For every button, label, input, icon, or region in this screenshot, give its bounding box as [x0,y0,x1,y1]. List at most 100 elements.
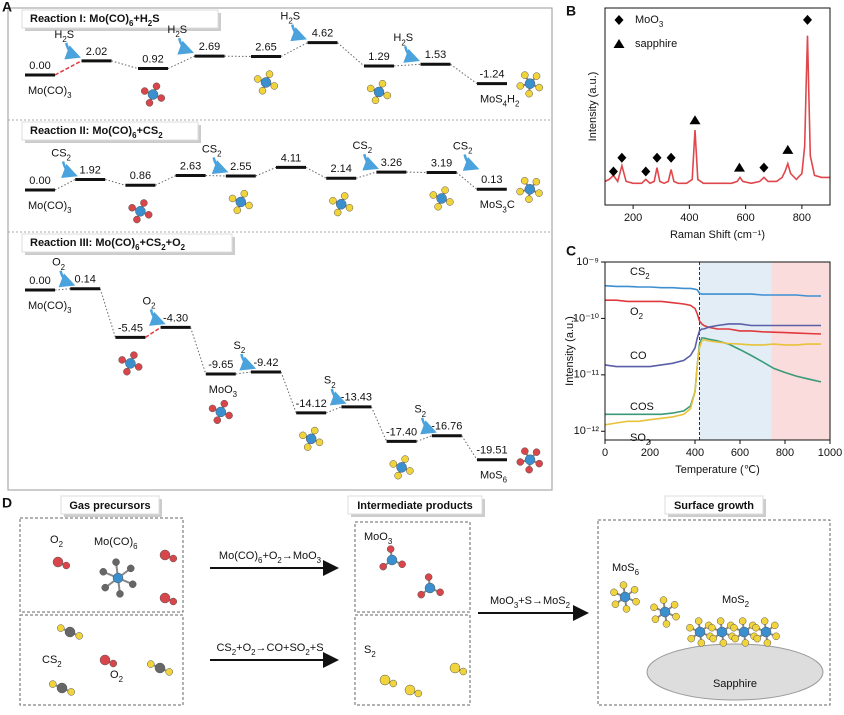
connector [326,406,342,414]
species-label: MoS3C [480,199,515,214]
atom [521,71,529,79]
atom [619,581,628,589]
atom [303,443,312,451]
reaction-title: Reaction III: Mo(CO)6+CS2+O2 [30,237,186,252]
panel-label: B [566,3,576,19]
atom [383,91,392,100]
atom [335,198,347,210]
atom [128,204,136,212]
connector [450,63,478,85]
species-label: MoO3 [364,531,393,546]
atom [389,679,398,688]
atom [389,460,398,468]
connector [280,42,308,57]
atom [329,196,337,205]
series-label: CS2 [630,266,650,281]
atom [133,215,141,224]
reagent-arrow [61,161,78,178]
atom [57,624,65,632]
molecule [140,82,166,107]
header: Gas precursors [69,500,150,512]
molecule [299,426,324,451]
reagent-label: S2 [414,404,426,419]
atom [99,568,108,576]
reaction-text: CS2+O2→CO+SO2+S [216,642,323,657]
species-label: CS2 [42,654,62,669]
reagent-label: CS2 [202,143,222,158]
reagent-arrow [290,24,307,42]
atom [532,72,541,80]
atom [228,194,237,203]
panel-label: A [2,0,12,15]
molecule [429,186,454,211]
box [354,614,471,706]
molecule [389,455,414,480]
molecule [99,558,137,598]
molecule [379,545,406,571]
species-label: MoS6 [612,562,640,577]
peak-marker [608,166,618,177]
energy-label: 0.14 [74,274,95,286]
molecule [516,71,543,98]
energy-label: 4.62 [312,28,333,40]
box [19,517,184,613]
energy-label: 0.13 [481,174,502,186]
atom [56,682,68,694]
reagent-label: S2 [324,375,336,390]
energy-label: -4.30 [163,312,188,324]
energy-label: -14.12 [296,398,327,410]
atom [446,198,454,206]
x-axis-label: Raman Shift (cm⁻¹) [670,229,765,241]
reagent-label: H2S [167,24,187,39]
atom [366,84,375,93]
species-label: MoO3 [209,384,238,399]
reaction-title: Reaction I: Mo(CO)6+H2S [30,13,160,28]
atom [401,455,409,463]
atom [270,82,279,90]
panel-d: Gas precursors Intermediate products Sur… [19,495,831,706]
energy-label: 0.00 [29,60,50,72]
atom [240,189,249,198]
y-axis-label: Intensity (a.u.) [564,316,576,386]
atom [697,639,706,647]
atom [516,187,524,196]
series-line [605,337,822,416]
series-line [604,284,821,297]
x-tick-label: 600 [731,447,749,459]
atom [716,617,725,625]
connector [456,172,478,190]
connector [99,288,116,338]
atom [75,632,83,640]
series-line [605,299,822,335]
molecule [228,189,253,215]
energy-label: 0.92 [142,53,163,65]
species-label: MoS4H2 [480,94,519,109]
reagent-label: S2 [234,340,246,355]
shaded-region [699,262,772,440]
atom [632,597,640,606]
atom [650,603,658,612]
species-label: Mo(CO)3 [28,85,72,100]
atom [299,431,307,440]
series-line [604,323,821,368]
molecule [128,199,153,224]
atom [524,184,536,195]
series-label: SO2 [630,432,650,447]
connector [280,371,297,414]
energy-label: 1.29 [368,51,389,63]
energy-label: 0.86 [130,170,151,182]
atom [140,87,149,95]
atom [414,689,423,698]
connector [144,326,162,339]
atom [394,471,402,480]
legend-marker [613,39,625,48]
peak-marker [689,115,701,125]
reagent-arrow [177,37,194,55]
energy-label: 3.26 [381,157,402,169]
atom [763,639,772,647]
connector [370,406,388,442]
energy-label: 1.53 [425,49,446,61]
atom [535,459,543,468]
molecule [49,680,75,696]
header-box [60,495,160,515]
